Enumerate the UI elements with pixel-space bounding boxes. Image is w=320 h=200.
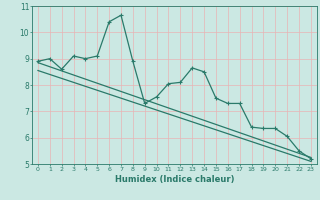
X-axis label: Humidex (Indice chaleur): Humidex (Indice chaleur) [115, 175, 234, 184]
